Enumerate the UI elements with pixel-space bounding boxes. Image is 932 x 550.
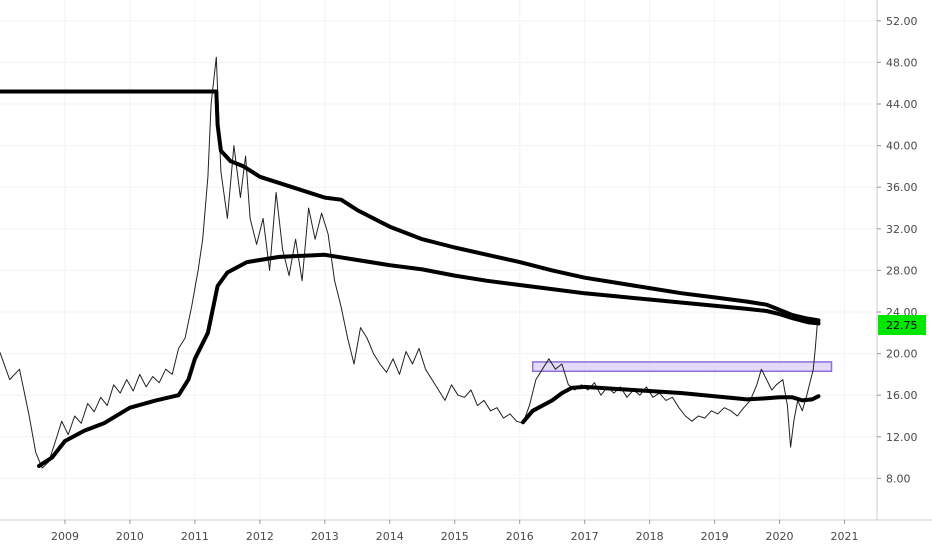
y-tick-label-8: 40.00 — [886, 140, 918, 153]
y-tick-label-11: 52.00 — [886, 15, 918, 28]
last-price-badge-bg — [878, 315, 926, 335]
price-line — [0, 56, 818, 469]
x-tick-label-11: 2020 — [766, 530, 794, 543]
x-tick-label-2: 2011 — [181, 530, 209, 543]
last-price-label: 22.75 — [886, 319, 918, 332]
x-tick-label-12: 2021 — [831, 530, 859, 543]
y-tick-label-3: 20.00 — [886, 348, 918, 361]
x-tick-label-1: 2010 — [116, 530, 144, 543]
x-axis: 2009 2010 2011 2012 2013 2014 2015 2016 2017 2018… — [51, 520, 859, 543]
y-tick-label-6: 32.00 — [886, 223, 918, 236]
chart-series — [0, 56, 821, 469]
overlay-line-2 — [37, 252, 821, 468]
x-tick-label-7: 2016 — [506, 530, 534, 543]
last-price-badge: 22.75 — [878, 315, 926, 335]
overlay-line-3 — [521, 384, 821, 425]
x-tick-label-5: 2014 — [376, 530, 404, 543]
x-tick-label-8: 2017 — [571, 530, 599, 543]
x-tick-label-4: 2013 — [311, 530, 339, 543]
x-tick-label-0: 2009 — [51, 530, 79, 543]
y-axis[interactable]: 8.0012.0016.0020.0024.0028.0032.0036.004… — [877, 15, 918, 486]
y-tick-label-10: 48.00 — [886, 56, 918, 69]
overlay-line-1 — [0, 89, 821, 323]
y-tick-label-0: 8.00 — [886, 472, 911, 485]
price-zones — [531, 361, 833, 373]
y-tick-label-7: 36.00 — [886, 181, 918, 194]
y-tick-label-1: 12.00 — [886, 431, 918, 444]
y-tick-label-9: 44.00 — [886, 98, 918, 111]
x-tick-label-9: 2018 — [636, 530, 664, 543]
x-tick-label-6: 2015 — [441, 530, 469, 543]
y-tick-label-5: 28.00 — [886, 264, 918, 277]
x-tick-label-3: 2012 — [246, 530, 274, 543]
y-tick-label-2: 16.00 — [886, 389, 918, 402]
x-tick-label-10: 2019 — [701, 530, 729, 543]
chart-grid — [0, 0, 877, 520]
price-zone-0[interactable] — [531, 361, 833, 373]
